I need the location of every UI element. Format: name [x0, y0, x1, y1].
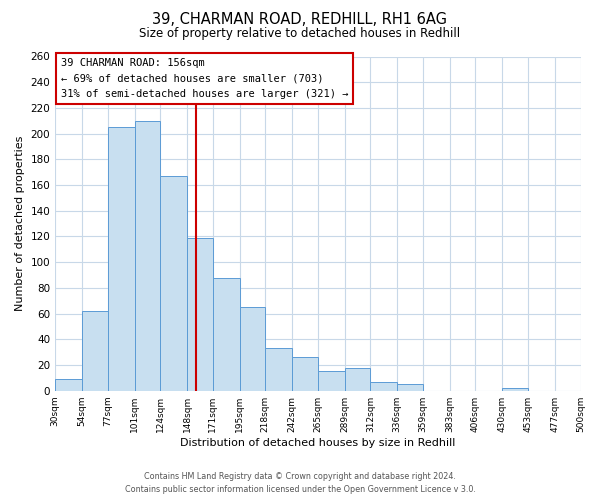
Bar: [239, 307, 265, 390]
X-axis label: Distribution of detached houses by size in Redhill: Distribution of detached houses by size …: [180, 438, 455, 448]
Bar: [55, 379, 82, 390]
Bar: [397, 384, 423, 390]
Bar: [108, 127, 134, 390]
Bar: [318, 372, 344, 390]
Bar: [213, 278, 239, 390]
Bar: [344, 368, 370, 390]
Bar: [160, 176, 187, 390]
Text: Contains HM Land Registry data © Crown copyright and database right 2024.
Contai: Contains HM Land Registry data © Crown c…: [125, 472, 475, 494]
Text: 39 CHARMAN ROAD: 156sqm
← 69% of detached houses are smaller (703)
31% of semi-d: 39 CHARMAN ROAD: 156sqm ← 69% of detache…: [61, 58, 348, 99]
Bar: [292, 358, 318, 390]
Text: Size of property relative to detached houses in Redhill: Size of property relative to detached ho…: [139, 28, 461, 40]
Bar: [265, 348, 292, 391]
Bar: [82, 311, 108, 390]
Bar: [134, 121, 160, 390]
Bar: [502, 388, 528, 390]
Text: 39, CHARMAN ROAD, REDHILL, RH1 6AG: 39, CHARMAN ROAD, REDHILL, RH1 6AG: [152, 12, 448, 28]
Y-axis label: Number of detached properties: Number of detached properties: [15, 136, 25, 312]
Bar: [187, 238, 213, 390]
Bar: [370, 382, 397, 390]
